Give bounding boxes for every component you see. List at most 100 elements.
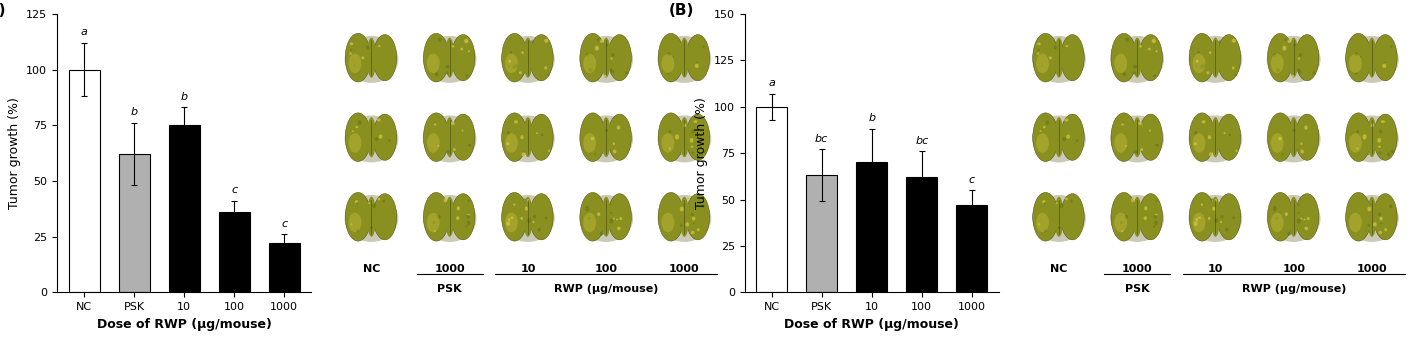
Ellipse shape: [511, 216, 513, 219]
Ellipse shape: [1111, 33, 1137, 82]
Ellipse shape: [1295, 193, 1319, 240]
Ellipse shape: [696, 62, 697, 63]
Ellipse shape: [1208, 135, 1211, 139]
Ellipse shape: [528, 199, 529, 202]
Ellipse shape: [1305, 227, 1308, 230]
Ellipse shape: [530, 40, 533, 44]
Bar: [118, 154, 150, 292]
Ellipse shape: [1379, 152, 1382, 154]
Ellipse shape: [580, 192, 606, 241]
Ellipse shape: [345, 192, 371, 241]
Ellipse shape: [602, 197, 610, 237]
Ellipse shape: [683, 123, 686, 127]
Ellipse shape: [1229, 133, 1231, 136]
Text: 1000: 1000: [1122, 264, 1152, 275]
Ellipse shape: [1154, 226, 1155, 228]
Ellipse shape: [687, 198, 690, 200]
Ellipse shape: [348, 54, 361, 73]
Ellipse shape: [600, 39, 605, 43]
Ellipse shape: [1132, 197, 1142, 237]
Ellipse shape: [529, 34, 553, 81]
Ellipse shape: [376, 118, 381, 121]
Ellipse shape: [1037, 133, 1050, 153]
Ellipse shape: [356, 202, 358, 205]
Ellipse shape: [690, 138, 693, 143]
Ellipse shape: [597, 38, 599, 41]
Ellipse shape: [438, 145, 439, 147]
Ellipse shape: [586, 53, 589, 57]
Ellipse shape: [1054, 117, 1064, 157]
Ellipse shape: [1119, 221, 1122, 224]
Ellipse shape: [456, 206, 461, 211]
Ellipse shape: [1155, 144, 1159, 147]
Ellipse shape: [669, 147, 672, 150]
Ellipse shape: [1271, 54, 1283, 73]
Ellipse shape: [1295, 34, 1319, 81]
Text: RWP (μg/mouse): RWP (μg/mouse): [1242, 284, 1346, 294]
Ellipse shape: [1195, 65, 1198, 68]
Ellipse shape: [693, 223, 694, 224]
Ellipse shape: [1111, 195, 1164, 242]
Ellipse shape: [366, 38, 376, 78]
Ellipse shape: [1195, 218, 1198, 221]
Ellipse shape: [694, 64, 699, 68]
Ellipse shape: [355, 200, 358, 204]
Ellipse shape: [1296, 219, 1301, 224]
Ellipse shape: [525, 207, 528, 211]
Ellipse shape: [523, 117, 532, 157]
Ellipse shape: [1044, 202, 1045, 205]
Ellipse shape: [1278, 137, 1282, 141]
Ellipse shape: [522, 51, 523, 54]
Ellipse shape: [692, 130, 694, 133]
Text: 1000: 1000: [1356, 264, 1387, 275]
Ellipse shape: [356, 229, 359, 232]
Y-axis label: Tumor growth (%): Tumor growth (%): [694, 97, 709, 209]
Ellipse shape: [1055, 202, 1058, 204]
Ellipse shape: [680, 224, 683, 227]
Ellipse shape: [512, 65, 516, 69]
Ellipse shape: [602, 117, 610, 157]
Text: 100: 100: [1282, 264, 1305, 275]
Ellipse shape: [1373, 193, 1397, 240]
Ellipse shape: [1373, 34, 1397, 81]
Ellipse shape: [600, 233, 602, 236]
Ellipse shape: [1149, 129, 1151, 132]
Ellipse shape: [1225, 228, 1228, 232]
Ellipse shape: [1368, 224, 1370, 227]
Ellipse shape: [1134, 71, 1137, 74]
Ellipse shape: [468, 144, 471, 147]
Text: c: c: [231, 185, 237, 196]
Ellipse shape: [610, 204, 612, 205]
Ellipse shape: [1195, 131, 1198, 135]
Ellipse shape: [520, 135, 523, 139]
Ellipse shape: [1212, 207, 1215, 211]
Ellipse shape: [1202, 120, 1205, 124]
Ellipse shape: [1268, 192, 1293, 241]
Y-axis label: Tumor growth (%): Tumor growth (%): [7, 97, 20, 209]
Ellipse shape: [1050, 56, 1052, 60]
Ellipse shape: [1045, 120, 1050, 125]
Ellipse shape: [1125, 215, 1128, 219]
Ellipse shape: [1285, 212, 1288, 216]
Ellipse shape: [607, 193, 632, 240]
Ellipse shape: [1061, 34, 1084, 81]
Ellipse shape: [523, 38, 532, 78]
Ellipse shape: [1061, 193, 1084, 240]
Ellipse shape: [345, 116, 398, 163]
Ellipse shape: [1209, 152, 1214, 157]
Ellipse shape: [1155, 50, 1158, 53]
Ellipse shape: [1379, 130, 1382, 133]
Text: PSK: PSK: [1125, 284, 1149, 294]
Ellipse shape: [1292, 129, 1296, 132]
Text: bc: bc: [915, 136, 928, 146]
Ellipse shape: [1194, 142, 1196, 145]
Ellipse shape: [354, 64, 355, 67]
Ellipse shape: [1355, 72, 1358, 74]
Ellipse shape: [1301, 150, 1303, 153]
Ellipse shape: [506, 142, 509, 145]
Ellipse shape: [461, 48, 463, 50]
Ellipse shape: [1288, 232, 1292, 235]
Ellipse shape: [1298, 69, 1301, 71]
Ellipse shape: [502, 33, 528, 82]
Text: PSK: PSK: [438, 284, 462, 294]
